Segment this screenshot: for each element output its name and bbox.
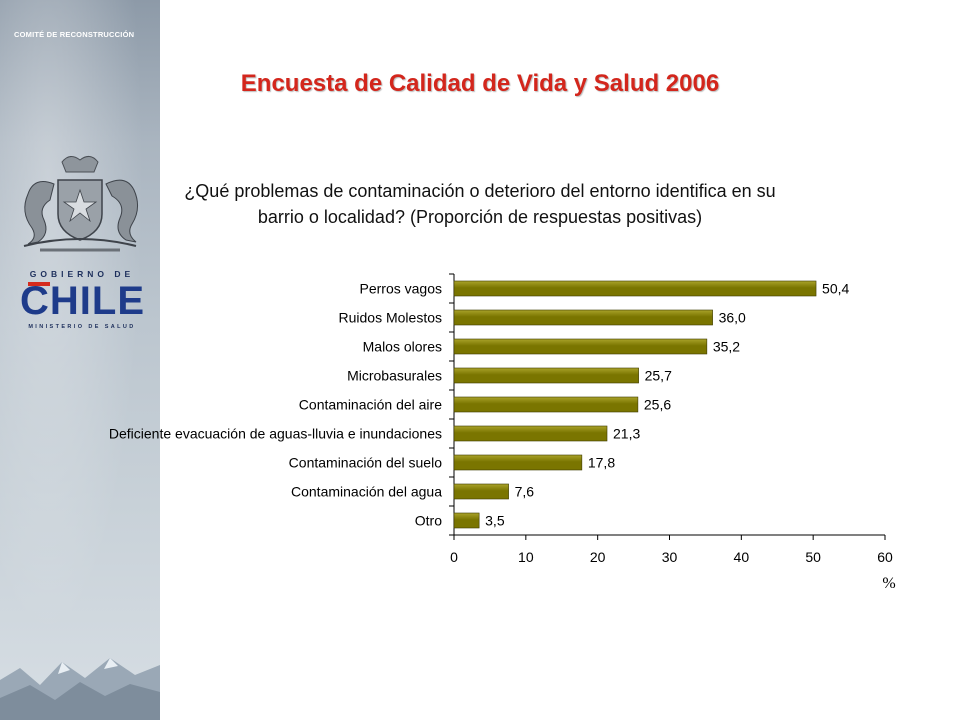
government-label: GOBIERNO DE <box>29 269 135 279</box>
value-label: 3,5 <box>485 513 505 529</box>
country-wordmark: CHILE <box>20 279 145 323</box>
category-label: Contaminación del aire <box>299 397 442 413</box>
bar <box>453 425 608 442</box>
flag-stripe <box>28 282 50 286</box>
bar <box>453 396 639 413</box>
category-label: Malos olores <box>363 339 442 355</box>
category-label: Ruidos Molestos <box>339 310 443 326</box>
chart-title-line-1: ¿Qué problemas de contaminación o deteri… <box>184 181 776 201</box>
mountains-image <box>0 658 160 720</box>
bar <box>453 454 583 471</box>
bar <box>453 338 708 355</box>
chart-title-line-2: barrio o localidad? (Proporción de respu… <box>257 207 703 227</box>
x-tick-label: 60 <box>877 549 893 565</box>
category-label: Perros vagos <box>360 281 442 297</box>
x-tick-label: 40 <box>734 549 750 565</box>
value-label: 35,2 <box>713 339 740 355</box>
coat-of-arms-icon <box>23 156 138 252</box>
sidebar-panel: COMITÉ DE RECONSTRUCCIÓN GOBIERNO DE CHI… <box>0 0 160 720</box>
committee-label: COMITÉ DE RECONSTRUCCIÓN <box>14 30 135 39</box>
category-label: Otro <box>415 513 442 529</box>
chart-title: ¿Qué problemas de contaminación o deteri… <box>150 178 810 230</box>
bar <box>453 309 713 326</box>
bar <box>453 280 817 297</box>
x-tick-label: 0 <box>450 549 458 565</box>
bar <box>453 483 509 500</box>
bar <box>453 512 480 529</box>
value-label: 25,7 <box>645 368 672 384</box>
bar <box>453 367 639 384</box>
value-label: 7,6 <box>515 484 535 500</box>
x-tick-label: 20 <box>590 549 606 565</box>
value-label: 21,3 <box>613 426 640 442</box>
value-label: 36,0 <box>719 310 746 326</box>
country-label: CHILE <box>20 279 145 323</box>
value-label: 25,6 <box>644 397 671 413</box>
value-label: 50,4 <box>822 281 849 297</box>
x-tick-label: 30 <box>662 549 678 565</box>
slide-title: Encuesta de Calidad de Vida y Salud 2006 <box>240 70 720 97</box>
category-label: Microbasurales <box>347 368 442 384</box>
sidebar-mist <box>0 0 160 720</box>
category-label: Contaminación del suelo <box>289 455 443 471</box>
x-axis-label: % <box>882 575 895 592</box>
category-label: Deficiente evacuación de aguas-lluvia e … <box>109 426 442 442</box>
x-tick-label: 50 <box>805 549 821 565</box>
x-tick-label: 10 <box>518 549 534 565</box>
value-label: 17,8 <box>588 455 615 471</box>
ministry-label: MINISTERIO DE SALUD <box>28 324 136 330</box>
category-label: Contaminación del agua <box>291 484 442 500</box>
